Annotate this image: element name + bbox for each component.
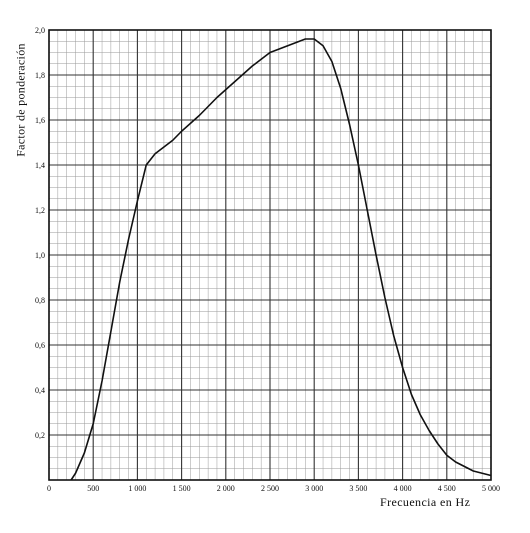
axes — [48, 29, 492, 481]
series-layer — [70, 38, 492, 481]
x-tick-label: 5 000 — [482, 484, 500, 493]
y-tick-label: 0,4 — [35, 386, 45, 395]
y-tick-label: 1,0 — [35, 251, 45, 260]
x-tick-label: 3 500 — [349, 484, 367, 493]
x-tick-label: 500 — [87, 484, 99, 493]
x-tick-label: 4 500 — [438, 484, 456, 493]
x-axis-title: Frecuencia en Hz — [380, 495, 471, 509]
series-line — [70, 38, 492, 481]
y-tick-label: 1,4 — [35, 161, 45, 170]
x-tick-label: 1 000 — [128, 484, 146, 493]
x-tick-label: 2 000 — [217, 484, 235, 493]
y-tick-label: 1,8 — [35, 71, 45, 80]
y-axis-title: Factor de ponderación — [6, 20, 36, 180]
y-tick-label: 0,2 — [35, 431, 45, 440]
x-tick-label: 2 500 — [261, 484, 279, 493]
y-axis-title-text: Factor de ponderación — [13, 43, 28, 157]
y-tick-label: 2,0 — [35, 26, 45, 35]
y-tick-labels: 0,2 0,4 0,6 0,8 1,0 1,2 1,4 1,6 1,8 2,0 — [35, 26, 45, 440]
x-tick-labels: 0 500 1 000 1 500 2 000 2 500 3 000 3 500 4 000 4… — [47, 484, 500, 493]
x-tick-label: 1 500 — [173, 484, 191, 493]
y-tick-label: 1,2 — [35, 206, 45, 215]
y-tick-label: 0,6 — [35, 341, 45, 350]
y-tick-label: 1,6 — [35, 116, 45, 125]
x-tick-label: 4 000 — [394, 484, 412, 493]
x-tick-label: 3 000 — [305, 484, 323, 493]
y-tick-label: 0,8 — [35, 296, 45, 305]
x-tick-label: 0 — [47, 484, 51, 493]
plot-frame — [48, 29, 492, 481]
